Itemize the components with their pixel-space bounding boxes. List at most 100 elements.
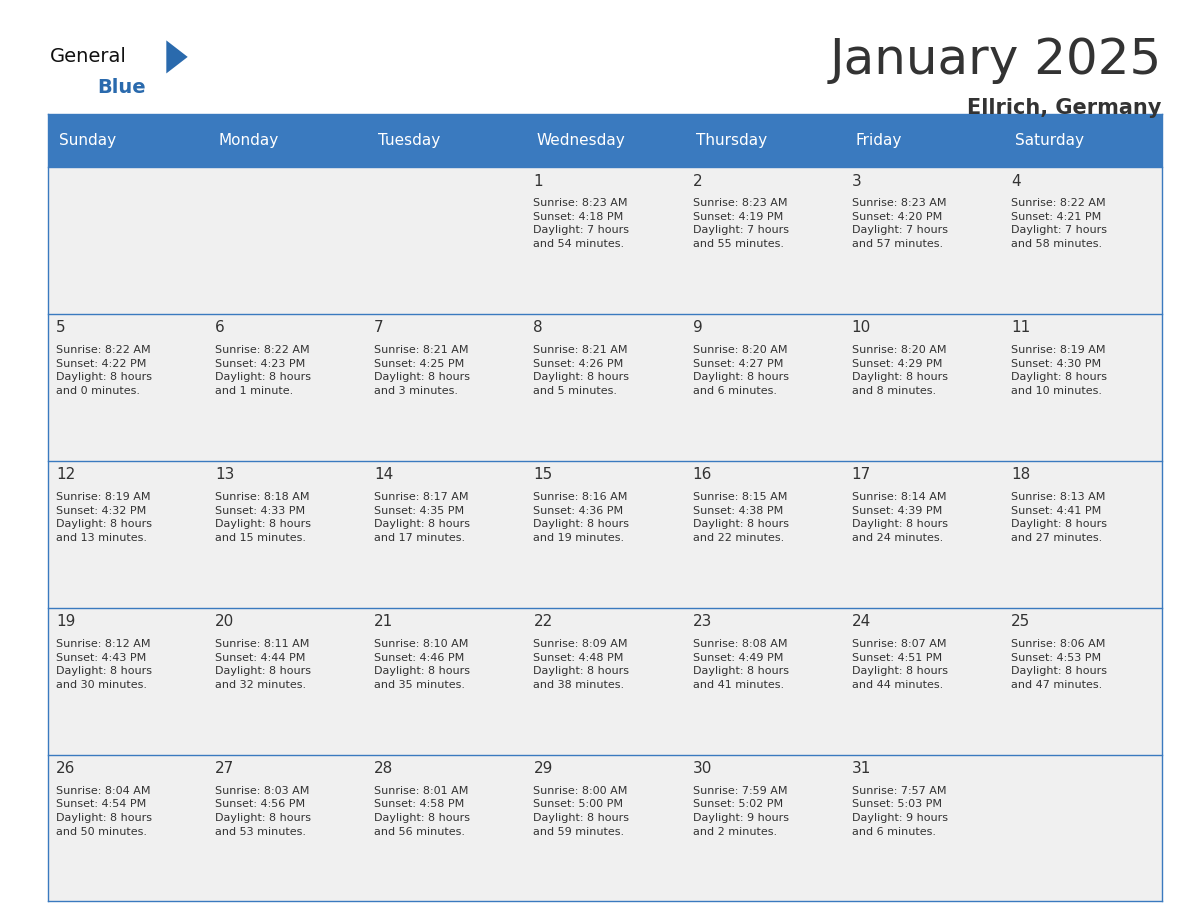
Text: General: General (50, 48, 127, 66)
Bar (843, 114, 1003, 167)
Text: Sunrise: 8:19 AM
Sunset: 4:30 PM
Daylight: 8 hours
and 10 minutes.: Sunrise: 8:19 AM Sunset: 4:30 PM Dayligh… (1011, 345, 1107, 396)
Text: 26: 26 (56, 761, 75, 776)
Bar (366, 114, 525, 167)
Bar (525, 114, 684, 167)
Bar (366, 314, 525, 461)
Bar (207, 755, 366, 901)
Text: 14: 14 (374, 467, 393, 482)
Text: Sunrise: 8:07 AM
Sunset: 4:51 PM
Daylight: 8 hours
and 44 minutes.: Sunrise: 8:07 AM Sunset: 4:51 PM Dayligh… (852, 639, 948, 689)
Bar (684, 461, 843, 608)
Bar (684, 314, 843, 461)
Text: Saturday: Saturday (1015, 133, 1083, 148)
Text: 21: 21 (374, 614, 393, 629)
Text: 31: 31 (852, 761, 871, 776)
Text: Wednesday: Wednesday (537, 133, 626, 148)
Bar (366, 167, 525, 314)
Text: 16: 16 (693, 467, 712, 482)
Text: Sunrise: 8:17 AM
Sunset: 4:35 PM
Daylight: 8 hours
and 17 minutes.: Sunrise: 8:17 AM Sunset: 4:35 PM Dayligh… (374, 492, 470, 543)
Bar (1003, 314, 1162, 461)
Bar (207, 114, 366, 167)
Text: Ellrich, Germany: Ellrich, Germany (967, 98, 1162, 118)
Text: 13: 13 (215, 467, 234, 482)
Text: Blue: Blue (97, 78, 146, 96)
Text: 19: 19 (56, 614, 75, 629)
Text: Sunrise: 8:22 AM
Sunset: 4:23 PM
Daylight: 8 hours
and 1 minute.: Sunrise: 8:22 AM Sunset: 4:23 PM Dayligh… (215, 345, 311, 396)
Bar (1003, 114, 1162, 167)
Bar (366, 755, 525, 901)
Text: Sunrise: 8:04 AM
Sunset: 4:54 PM
Daylight: 8 hours
and 50 minutes.: Sunrise: 8:04 AM Sunset: 4:54 PM Dayligh… (56, 786, 152, 836)
Text: Sunrise: 7:57 AM
Sunset: 5:03 PM
Daylight: 9 hours
and 6 minutes.: Sunrise: 7:57 AM Sunset: 5:03 PM Dayligh… (852, 786, 948, 836)
Text: Sunrise: 8:21 AM
Sunset: 4:25 PM
Daylight: 8 hours
and 3 minutes.: Sunrise: 8:21 AM Sunset: 4:25 PM Dayligh… (374, 345, 470, 396)
Text: Friday: Friday (855, 133, 902, 148)
Bar (843, 167, 1003, 314)
Bar (366, 608, 525, 755)
Bar (525, 461, 684, 608)
Bar (525, 755, 684, 901)
Text: 9: 9 (693, 320, 702, 335)
Bar (48, 608, 207, 755)
Text: Thursday: Thursday (696, 133, 767, 148)
Bar (525, 167, 684, 314)
Bar (1003, 167, 1162, 314)
Text: 28: 28 (374, 761, 393, 776)
Text: Sunrise: 8:23 AM
Sunset: 4:19 PM
Daylight: 7 hours
and 55 minutes.: Sunrise: 8:23 AM Sunset: 4:19 PM Dayligh… (693, 198, 789, 249)
Text: Sunrise: 8:13 AM
Sunset: 4:41 PM
Daylight: 8 hours
and 27 minutes.: Sunrise: 8:13 AM Sunset: 4:41 PM Dayligh… (1011, 492, 1107, 543)
Polygon shape (166, 40, 188, 73)
Bar (684, 114, 843, 167)
Text: Monday: Monday (219, 133, 279, 148)
Bar (525, 608, 684, 755)
Text: Sunrise: 8:22 AM
Sunset: 4:21 PM
Daylight: 7 hours
and 58 minutes.: Sunrise: 8:22 AM Sunset: 4:21 PM Dayligh… (1011, 198, 1107, 249)
Text: Sunrise: 7:59 AM
Sunset: 5:02 PM
Daylight: 9 hours
and 2 minutes.: Sunrise: 7:59 AM Sunset: 5:02 PM Dayligh… (693, 786, 789, 836)
Bar (843, 755, 1003, 901)
Text: 24: 24 (852, 614, 871, 629)
Bar (1003, 755, 1162, 901)
Text: Tuesday: Tuesday (378, 133, 440, 148)
Text: Sunrise: 8:03 AM
Sunset: 4:56 PM
Daylight: 8 hours
and 53 minutes.: Sunrise: 8:03 AM Sunset: 4:56 PM Dayligh… (215, 786, 311, 836)
Bar (48, 114, 207, 167)
Bar (207, 314, 366, 461)
Text: Sunrise: 8:00 AM
Sunset: 5:00 PM
Daylight: 8 hours
and 59 minutes.: Sunrise: 8:00 AM Sunset: 5:00 PM Dayligh… (533, 786, 630, 836)
Bar (843, 461, 1003, 608)
Text: 23: 23 (693, 614, 712, 629)
Text: Sunrise: 8:06 AM
Sunset: 4:53 PM
Daylight: 8 hours
and 47 minutes.: Sunrise: 8:06 AM Sunset: 4:53 PM Dayligh… (1011, 639, 1107, 689)
Text: 11: 11 (1011, 320, 1030, 335)
Text: 17: 17 (852, 467, 871, 482)
Bar (48, 167, 207, 314)
Text: Sunrise: 8:09 AM
Sunset: 4:48 PM
Daylight: 8 hours
and 38 minutes.: Sunrise: 8:09 AM Sunset: 4:48 PM Dayligh… (533, 639, 630, 689)
Bar (366, 461, 525, 608)
Text: Sunday: Sunday (59, 133, 116, 148)
Text: 6: 6 (215, 320, 225, 335)
Text: Sunrise: 8:14 AM
Sunset: 4:39 PM
Daylight: 8 hours
and 24 minutes.: Sunrise: 8:14 AM Sunset: 4:39 PM Dayligh… (852, 492, 948, 543)
Text: 25: 25 (1011, 614, 1030, 629)
Bar (525, 314, 684, 461)
Text: 8: 8 (533, 320, 543, 335)
Bar (684, 755, 843, 901)
Bar (48, 461, 207, 608)
Text: 22: 22 (533, 614, 552, 629)
Bar (48, 314, 207, 461)
Text: 4: 4 (1011, 174, 1020, 188)
Text: Sunrise: 8:21 AM
Sunset: 4:26 PM
Daylight: 8 hours
and 5 minutes.: Sunrise: 8:21 AM Sunset: 4:26 PM Dayligh… (533, 345, 630, 396)
Text: 7: 7 (374, 320, 384, 335)
Bar (843, 314, 1003, 461)
Bar (1003, 608, 1162, 755)
Text: Sunrise: 8:08 AM
Sunset: 4:49 PM
Daylight: 8 hours
and 41 minutes.: Sunrise: 8:08 AM Sunset: 4:49 PM Dayligh… (693, 639, 789, 689)
Text: Sunrise: 8:23 AM
Sunset: 4:18 PM
Daylight: 7 hours
and 54 minutes.: Sunrise: 8:23 AM Sunset: 4:18 PM Dayligh… (533, 198, 630, 249)
Text: January 2025: January 2025 (829, 36, 1162, 84)
Bar (207, 461, 366, 608)
Text: Sunrise: 8:15 AM
Sunset: 4:38 PM
Daylight: 8 hours
and 22 minutes.: Sunrise: 8:15 AM Sunset: 4:38 PM Dayligh… (693, 492, 789, 543)
Text: Sunrise: 8:11 AM
Sunset: 4:44 PM
Daylight: 8 hours
and 32 minutes.: Sunrise: 8:11 AM Sunset: 4:44 PM Dayligh… (215, 639, 311, 689)
Text: Sunrise: 8:20 AM
Sunset: 4:29 PM
Daylight: 8 hours
and 8 minutes.: Sunrise: 8:20 AM Sunset: 4:29 PM Dayligh… (852, 345, 948, 396)
Bar (684, 608, 843, 755)
Text: 10: 10 (852, 320, 871, 335)
Text: Sunrise: 8:10 AM
Sunset: 4:46 PM
Daylight: 8 hours
and 35 minutes.: Sunrise: 8:10 AM Sunset: 4:46 PM Dayligh… (374, 639, 470, 689)
Text: 2: 2 (693, 174, 702, 188)
Text: Sunrise: 8:19 AM
Sunset: 4:32 PM
Daylight: 8 hours
and 13 minutes.: Sunrise: 8:19 AM Sunset: 4:32 PM Dayligh… (56, 492, 152, 543)
Text: Sunrise: 8:01 AM
Sunset: 4:58 PM
Daylight: 8 hours
and 56 minutes.: Sunrise: 8:01 AM Sunset: 4:58 PM Dayligh… (374, 786, 470, 836)
Text: Sunrise: 8:18 AM
Sunset: 4:33 PM
Daylight: 8 hours
and 15 minutes.: Sunrise: 8:18 AM Sunset: 4:33 PM Dayligh… (215, 492, 311, 543)
Text: 27: 27 (215, 761, 234, 776)
Text: 29: 29 (533, 761, 552, 776)
Bar (843, 608, 1003, 755)
Bar (1003, 461, 1162, 608)
Bar (684, 167, 843, 314)
